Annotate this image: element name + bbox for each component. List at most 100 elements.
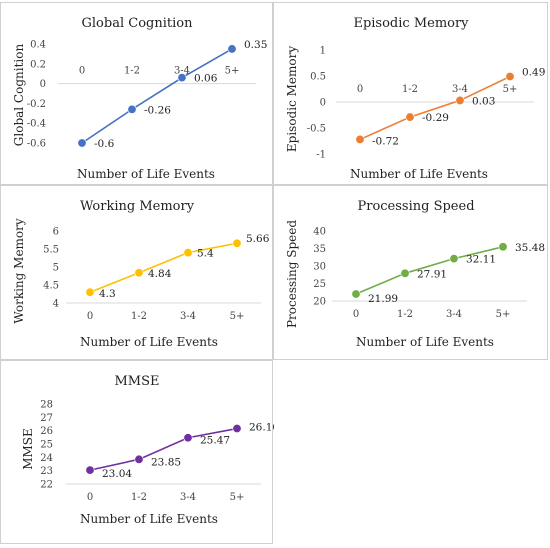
y-tick-label: 30 [313, 262, 326, 273]
series-line [81, 48, 233, 144]
y-tick-label: 23 [40, 466, 53, 477]
data-label: 23.85 [151, 456, 181, 468]
x-axis-label: Number of Life Events [350, 167, 488, 181]
data-label: 21.99 [368, 293, 398, 305]
chart-global-cognition: Global Cognition Number of Life Events G… [0, 2, 273, 185]
x-axis-label: Number of Life Events [356, 335, 494, 349]
y-tick-label: 6 [53, 227, 59, 238]
data-point [134, 454, 144, 464]
chart-title: Global Cognition [82, 16, 194, 31]
series-line [89, 427, 238, 471]
y-tick-label: 5.5 [43, 245, 59, 256]
y-tick-label: 0 [320, 98, 326, 109]
y-tick-label: 35 [313, 244, 326, 255]
data-label: 0.35 [244, 39, 267, 51]
chart-episodic-memory: Episodic Memory Number of Life Events Ep… [273, 2, 548, 185]
data-point [232, 424, 242, 434]
data-label: -0.26 [144, 104, 171, 116]
x-tick-label: 1-2 [131, 492, 147, 503]
chart-svg: Episodic Memory Number of Life Events Ep… [285, 16, 546, 181]
data-label: 25.47 [200, 435, 230, 447]
data-point [134, 268, 144, 278]
chart-svg: Processing Speed Number of Life Events P… [285, 199, 545, 349]
data-label: -0.6 [94, 138, 115, 150]
data-point [355, 134, 365, 144]
y-tick-label: 1 [320, 46, 326, 57]
y-tick-label: 4.5 [43, 281, 59, 292]
y-axis-label: Working Memory [12, 218, 26, 324]
x-tick-label: 3-4 [452, 84, 468, 95]
data-label: 35.48 [515, 242, 545, 254]
chart-processing-speed: Processing Speed Number of Life Events P… [273, 185, 548, 360]
data-point [85, 287, 95, 297]
data-label: 32.11 [466, 254, 496, 266]
series-line [355, 246, 504, 295]
y-tick-label: 25 [40, 440, 53, 451]
y-tick-label: 26 [40, 426, 53, 437]
y-axis-label: MMSE [21, 428, 35, 470]
data-point [505, 72, 515, 82]
x-tick-label: 5+ [503, 84, 518, 95]
y-axis-label: Global Cognition [12, 44, 26, 147]
chart-svg: Global Cognition Number of Life Events G… [12, 16, 268, 181]
x-axis-label: Number of Life Events [77, 167, 215, 181]
plot-area: 6 5.5 5 4.5 4 0 1-2 3-4 5+ 4.3 4.84 5.4 5.66 [43, 227, 270, 323]
data-point [77, 138, 87, 148]
y-tick-label: 24 [40, 453, 53, 464]
data-label: -0.29 [422, 112, 449, 124]
chart-title: Processing Speed [357, 199, 474, 214]
y-tick-label: 22 [40, 480, 53, 491]
data-point [85, 465, 95, 475]
x-tick-label: 3-4 [446, 309, 462, 320]
data-point [351, 289, 361, 299]
x-tick-label: 1-2 [397, 309, 413, 320]
y-axis-label: Processing Speed [285, 220, 299, 328]
x-tick-label: 0 [87, 492, 93, 503]
data-label: 27.91 [417, 268, 447, 280]
data-point [405, 112, 415, 122]
data-point [227, 44, 237, 54]
data-point [232, 238, 242, 248]
x-axis-label: Number of Life Events [80, 512, 218, 526]
y-tick-label: -0.4 [27, 119, 46, 130]
data-point [400, 268, 410, 278]
y-tick-label: -0.2 [27, 99, 46, 110]
x-tick-label: 1-2 [124, 66, 140, 77]
x-axis-label: Number of Life Events [80, 335, 218, 349]
plot-area: 28 27 26 25 24 23 22 0 1-2 3-4 5+ 23.04 23.85 25.47 26… [40, 400, 274, 504]
data-label: 4.84 [148, 268, 172, 280]
data-point [183, 433, 193, 443]
x-tick-label: 5+ [230, 311, 245, 322]
y-tick-label: 4 [53, 299, 59, 310]
chart-svg: Working Memory Number of Life Events Wor… [12, 199, 270, 349]
x-tick-label: 3-4 [174, 66, 190, 77]
data-label: 4.3 [99, 288, 116, 300]
data-label: 0.03 [472, 95, 495, 107]
data-label: 5.66 [246, 233, 270, 245]
y-tick-label: 40 [313, 227, 326, 238]
data-point [177, 73, 187, 83]
y-tick-label: 0.2 [30, 59, 46, 70]
y-tick-label: 0 [40, 79, 46, 90]
data-point [449, 254, 459, 264]
data-label: 5.4 [197, 248, 214, 260]
y-tick-label: -0.6 [27, 139, 46, 150]
x-tick-label: 1-2 [131, 311, 147, 322]
x-tick-label: 5+ [225, 66, 240, 77]
data-label: 0.49 [522, 67, 545, 79]
y-tick-label: 5 [53, 263, 59, 274]
y-tick-label: 27 [40, 413, 53, 424]
y-tick-label: 20 [313, 297, 326, 308]
chart-title: MMSE [114, 374, 159, 389]
y-tick-label: -1 [316, 150, 326, 161]
data-label: 0.06 [194, 73, 218, 85]
y-tick-label: 0.4 [30, 40, 46, 51]
y-axis-label: Episodic Memory [285, 46, 299, 152]
x-tick-label: 0 [353, 309, 359, 320]
plot-area: 1 0.5 0 -0.5 -1 0 1-2 3-4 5+ -0.72 -0.29 0.03 0.49 [307, 46, 546, 161]
plot-area: 0.4 0.2 0 -0.2 -0.4 -0.6 0 1-2 3-4 5+ -0.6 -0.26 0.0… [27, 39, 268, 150]
y-tick-label: 25 [313, 279, 326, 290]
plot-area: 40 35 30 25 20 0 1-2 3-4 5+ 21.99 27.91 32.11 35.48 [313, 227, 545, 321]
y-tick-label: -0.5 [307, 124, 326, 135]
y-tick-label: 28 [40, 400, 53, 411]
